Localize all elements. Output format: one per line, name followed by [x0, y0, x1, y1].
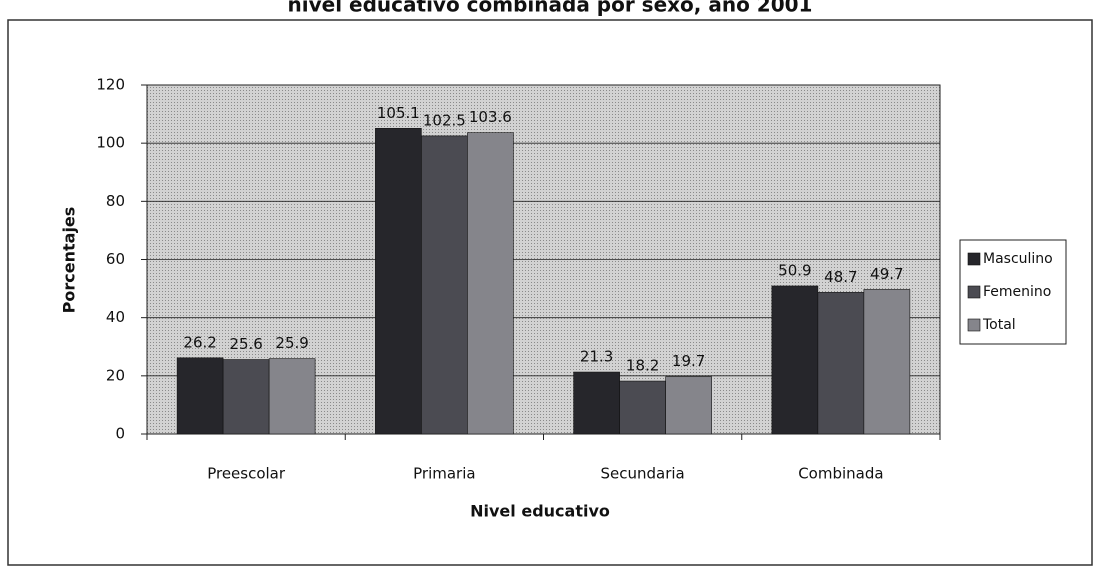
- y-tick-label: 20: [106, 366, 125, 384]
- x-axis-title: Nivel educativo: [470, 502, 610, 521]
- bar: [665, 376, 712, 435]
- bar: [421, 135, 468, 435]
- value-label: 50.9: [778, 261, 811, 279]
- y-tick-label: 100: [96, 134, 125, 152]
- bar: [817, 292, 865, 435]
- value-label: 49.7: [870, 265, 903, 283]
- y-tick-label: 120: [96, 76, 125, 94]
- legend-label: Total: [982, 317, 1016, 333]
- bar: [573, 371, 620, 435]
- bar: [467, 132, 514, 435]
- legend-label: Masculino: [983, 251, 1053, 267]
- value-label: 19.7: [672, 352, 705, 370]
- y-tick-label: 0: [115, 425, 125, 443]
- value-label: 105.1: [377, 104, 420, 122]
- legend-swatch: [967, 252, 981, 266]
- bar: [863, 289, 911, 435]
- legend-swatch: [967, 318, 981, 332]
- x-tick-label: Secundaria: [600, 465, 684, 483]
- bar: [619, 380, 666, 435]
- y-tick-label: 60: [106, 250, 125, 268]
- bar: [176, 357, 224, 435]
- x-tick-label: Primaria: [413, 465, 475, 483]
- value-label: 26.2: [183, 333, 216, 351]
- legend-swatch: [967, 285, 981, 299]
- x-tick-label: Preescolar: [207, 465, 286, 483]
- y-axis-title: Porcentajes: [60, 207, 79, 314]
- x-tick-label: Combinada: [798, 465, 883, 483]
- bar: [375, 128, 422, 435]
- chart-title: nivel educativo combinada por sexo, año …: [288, 0, 813, 17]
- value-label: 48.7: [824, 268, 857, 286]
- bar: [222, 359, 270, 435]
- bar: [771, 285, 819, 435]
- y-tick-label: 40: [106, 308, 125, 326]
- value-label: 25.9: [275, 334, 308, 352]
- bar: [268, 358, 316, 435]
- y-tick-label: 80: [106, 192, 125, 210]
- value-label: 102.5: [423, 111, 466, 129]
- value-label: 25.6: [229, 335, 262, 353]
- value-label: 21.3: [580, 348, 613, 366]
- value-label: 103.6: [469, 108, 512, 126]
- value-label: 18.2: [626, 357, 659, 375]
- legend-label: Femenino: [983, 284, 1051, 300]
